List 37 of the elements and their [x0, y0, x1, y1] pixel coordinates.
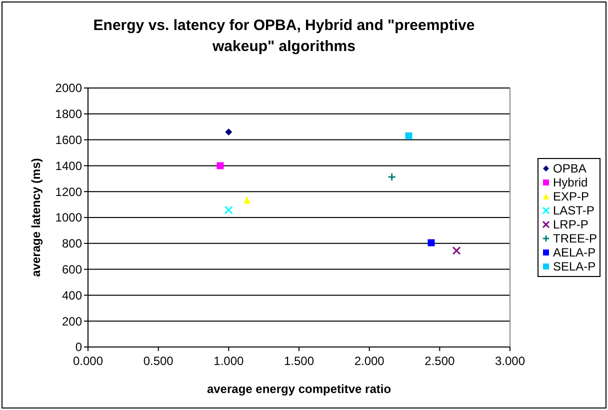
x-tick-label: 1.000 — [214, 354, 244, 368]
x-tick-label: 2.500 — [424, 354, 456, 368]
chart-title: Energy vs. latency for OPBA, Hybrid and "preemptive wakeup" algorithms — [93, 17, 475, 55]
y-tick-label: 1400 — [55, 158, 82, 173]
y-tick-label: 800 — [62, 236, 82, 251]
point — [428, 239, 435, 246]
legend-label: AELA-P — [553, 246, 596, 260]
legend-label: OPBA — [553, 162, 586, 176]
x-tick-label: 2.000 — [354, 354, 385, 368]
point — [225, 128, 232, 136]
x-tick-label: 1.500 — [284, 354, 314, 368]
y-tick-label: 600 — [62, 262, 82, 276]
y-tick-label: 200 — [62, 314, 82, 328]
legend-label: LAST-P — [553, 204, 594, 218]
y-axis-title: average latency (ms) — [29, 158, 43, 277]
legend-label: EXP-P — [553, 190, 590, 204]
x-tick-label: 0.500 — [143, 354, 174, 368]
point — [243, 196, 250, 204]
y-tick-label: 1000 — [55, 210, 82, 225]
legend-label: Hybrid — [553, 176, 588, 190]
y-tick-label: 1600 — [55, 133, 82, 147]
point — [405, 132, 412, 140]
y-tick-label: 1200 — [55, 184, 82, 199]
legend-label: SELA-P — [553, 260, 596, 274]
y-tick-label: 2000 — [55, 81, 82, 96]
legend-label: LRP-P — [553, 218, 588, 232]
point — [216, 162, 224, 170]
point — [452, 246, 461, 255]
x-axis-title: average energy competitve ratio — [206, 382, 392, 396]
y-tick-label: 1800 — [55, 107, 82, 122]
x-tick-label: 3.000 — [494, 354, 526, 368]
point — [388, 172, 396, 182]
x-tick-label: 0.000 — [72, 354, 104, 368]
point — [224, 206, 233, 214]
legend-label: TREE-P — [553, 232, 598, 246]
y-tick-label: 400 — [62, 288, 82, 302]
y-tick-label: 0 — [75, 340, 82, 354]
